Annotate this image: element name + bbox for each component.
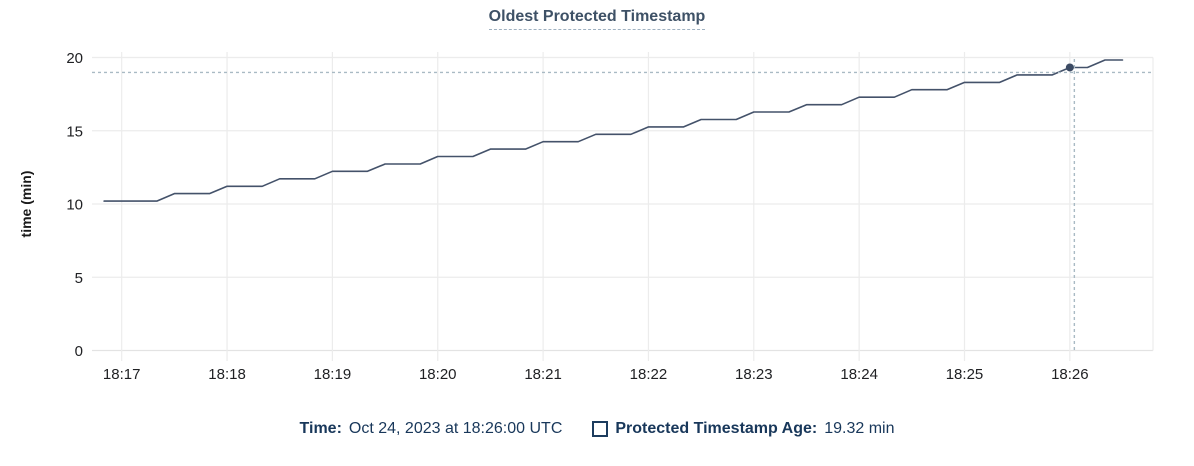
series-legend-swatch[interactable] [592,421,609,437]
chart-hover-legend: Time: Oct 24, 2023 at 18:26:00 UTC Prote… [0,420,1194,438]
y-tick-label: 0 [75,343,83,360]
x-tick-label: 18:24 [840,366,878,383]
y-tick-label: 10 [66,197,83,214]
x-tick-label: 18:17 [103,366,141,383]
x-tick-label: 18:21 [524,366,562,383]
x-tick-label: 18:26 [1051,366,1089,383]
x-tick-label: 18:18 [208,366,246,383]
x-tick-label: 18:23 [735,366,773,383]
x-tick-label: 18:19 [314,366,352,383]
x-tick-label: 18:20 [419,366,457,383]
x-tick-label: 18:22 [630,366,668,383]
y-axis-label: time (min) [18,171,34,238]
series-value: 19.32 min [824,420,895,437]
crosshair-dot[interactable] [1065,63,1074,72]
x-tick-label: 18:25 [946,366,984,383]
time-label: Time: [299,420,342,437]
series-label: Protected Timestamp Age: [615,420,818,437]
y-tick-label: 5 [75,270,83,287]
chart-title-row: Oldest Protected Timestamp [0,8,1194,30]
series-line [103,59,1124,202]
chart-title[interactable]: Oldest Protected Timestamp [488,8,706,30]
y-tick-label: 15 [66,123,83,140]
time-value: Oct 24, 2023 at 18:26:00 UTC [348,420,563,437]
y-tick-label: 20 [66,50,83,67]
